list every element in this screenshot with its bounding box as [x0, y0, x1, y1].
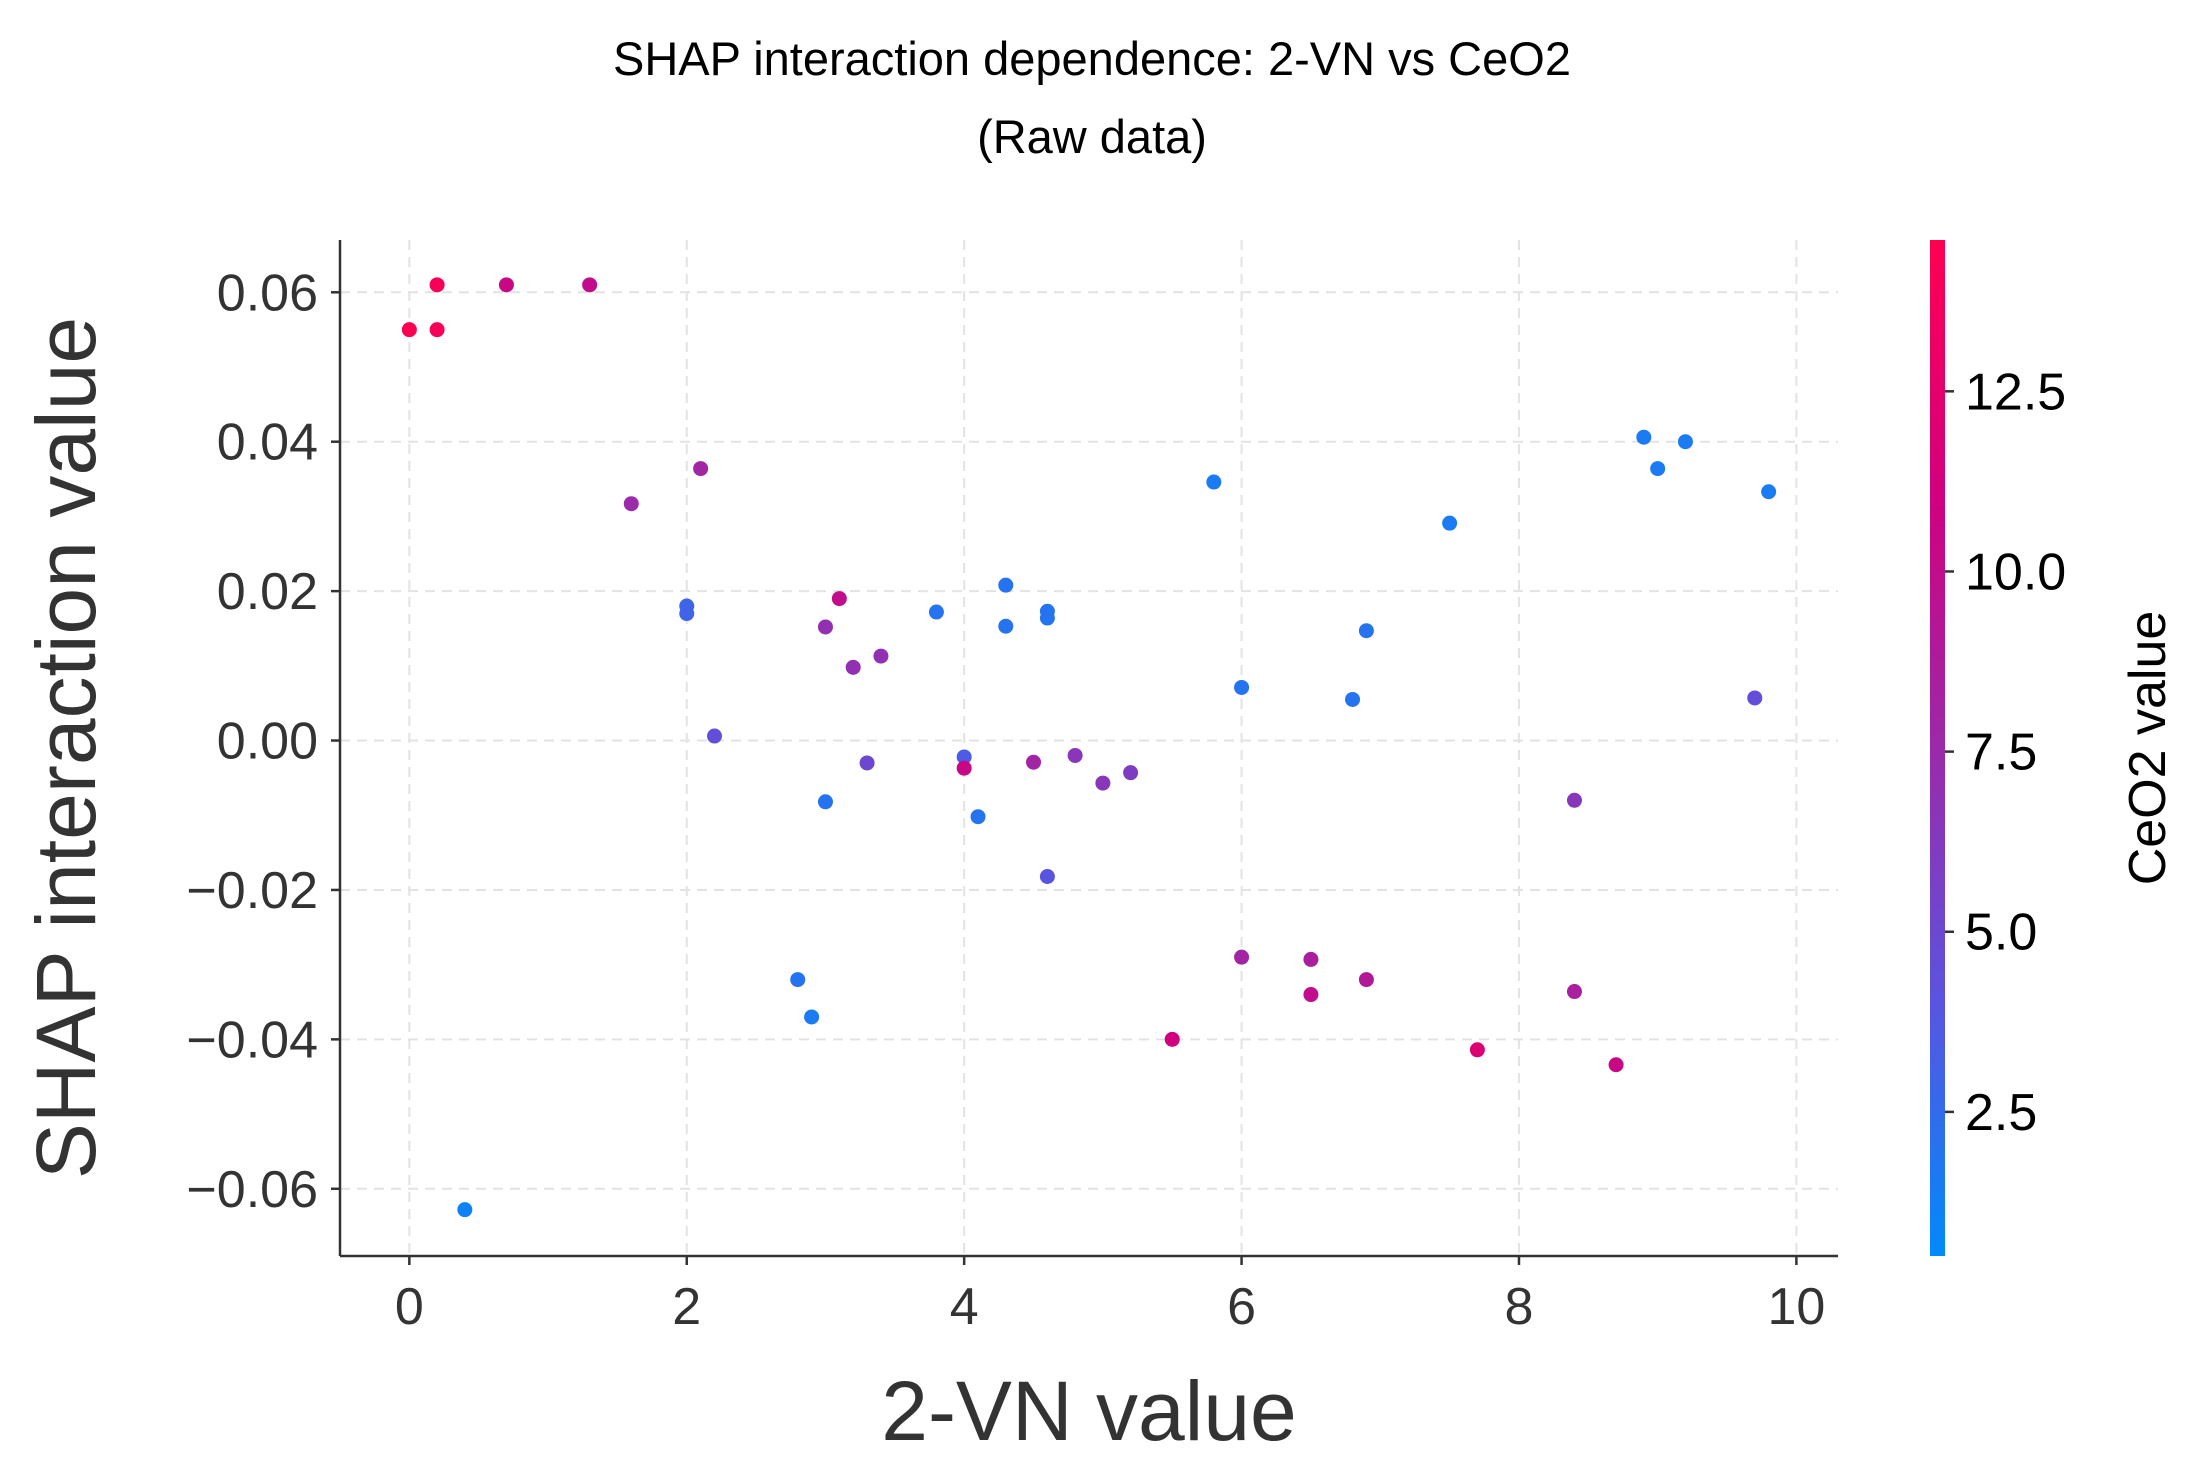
x-tick-label: 8 — [1505, 1278, 1534, 1336]
y-tick-label: −0.02 — [186, 862, 318, 920]
scatter-point — [1234, 949, 1250, 965]
colorbar-tick-label: 5.0 — [1965, 904, 2037, 962]
scatter-point — [498, 277, 514, 293]
scatter-point — [1164, 1031, 1180, 1047]
chart-title: SHAP interaction dependence: 2-VN vs CeO… — [613, 32, 1571, 85]
scatter-point — [1303, 987, 1319, 1003]
colorbar-tick-label: 7.5 — [1965, 724, 2037, 782]
y-tick-label: 0.00 — [217, 713, 318, 771]
scatter-point — [1469, 1042, 1485, 1058]
scatter-point — [582, 277, 598, 293]
axes — [338, 240, 1838, 1258]
scatter-point — [1650, 461, 1666, 477]
colorbar-tick-label: 12.5 — [1965, 363, 2066, 421]
y-tick-label: −0.06 — [186, 1161, 318, 1219]
scatter-point — [1608, 1057, 1624, 1073]
colorbar-tick-label: 2.5 — [1965, 1084, 2037, 1142]
colorbar-tick-label: 10.0 — [1965, 543, 2066, 601]
scatter-point — [1303, 951, 1319, 967]
scatter-point — [1442, 515, 1458, 531]
scatter-point — [1039, 868, 1055, 884]
tick-labels: 0 2 4 6 8 10 0.06 0.04 0.02 0.00 −0.02 −0.04 −0.06 — [186, 264, 1825, 1336]
x-tick-label: 2 — [672, 1278, 701, 1336]
chart-subtitle: (Raw data) — [977, 110, 1207, 163]
y-tick-label: −0.04 — [186, 1011, 318, 1069]
scatter-point — [457, 1202, 473, 1218]
x-tick-label: 10 — [1767, 1278, 1825, 1336]
scatter-point — [1636, 429, 1652, 445]
x-tick-label: 6 — [1227, 1278, 1256, 1336]
scatter-point — [928, 604, 944, 620]
scatter-point — [970, 809, 986, 825]
scatter-point — [1566, 792, 1582, 808]
scatter-point — [873, 648, 889, 664]
x-tick-label: 4 — [950, 1278, 979, 1336]
scatter-point — [998, 577, 1014, 593]
scatter-point — [693, 461, 709, 477]
scatter-point — [679, 606, 695, 622]
y-tick-label: 0.02 — [217, 563, 318, 621]
scatter-point — [859, 755, 875, 771]
scatter-point — [956, 749, 972, 765]
x-axis-label: 2-VN value — [881, 1364, 1297, 1458]
scatter-point — [429, 322, 445, 338]
scatter-point — [1747, 690, 1763, 706]
scatter-point — [817, 794, 833, 810]
scatter-point — [623, 496, 639, 512]
scatter-point — [956, 760, 972, 776]
scatter-point — [1358, 972, 1374, 988]
scatter-point — [845, 659, 861, 675]
scatter-point — [707, 728, 722, 744]
colorbar-label: CeO2 value — [2119, 611, 2177, 886]
gridlines — [340, 240, 1838, 1256]
colorbar — [1930, 240, 1945, 1256]
scatter-point — [817, 619, 833, 635]
scatter-point — [1206, 474, 1222, 490]
scatter-point — [1067, 747, 1083, 763]
scatter-points — [401, 277, 1777, 1218]
colorbar-ticks: 2.5 5.0 7.5 10.0 12.5 — [1945, 363, 2066, 1142]
scatter-point — [998, 618, 1014, 634]
y-tick-label: 0.06 — [217, 264, 318, 322]
scatter-point — [1677, 434, 1693, 450]
y-tick-label: 0.04 — [217, 414, 318, 472]
scatter-point — [1123, 765, 1139, 781]
scatter-point — [804, 1009, 820, 1025]
scatter-point — [429, 277, 445, 293]
scatter-point — [1761, 484, 1777, 500]
scatter-point — [790, 972, 806, 988]
scatter-point — [1026, 754, 1042, 770]
y-axis-label: SHAP interaction value — [19, 317, 113, 1179]
scatter-point — [831, 591, 847, 607]
scatter-point — [1234, 679, 1250, 695]
scatter-point — [1345, 691, 1361, 707]
scatter-point — [1566, 984, 1582, 1000]
scatter-point — [1358, 623, 1374, 639]
scatter-point — [401, 322, 417, 338]
scatter-point — [1039, 610, 1055, 626]
x-tick-label: 0 — [395, 1278, 424, 1336]
scatter-point — [1095, 775, 1111, 791]
